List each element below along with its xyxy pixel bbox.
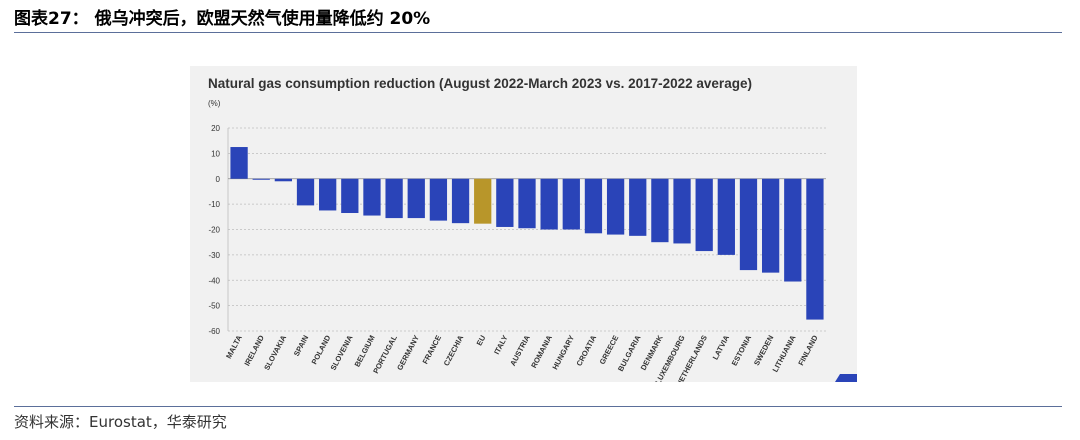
bar-netherlands	[695, 178, 713, 252]
bar-bulgaria	[629, 178, 647, 236]
x-tick-label: ESTONIA	[730, 333, 754, 367]
bar-spain	[296, 178, 315, 206]
chart-title: Natural gas consumption reduction (Augus…	[208, 76, 752, 91]
bar-finland	[806, 178, 824, 320]
bar-ireland	[252, 178, 270, 180]
y-tick-label: -60	[208, 327, 220, 336]
x-tick-label: ITALY	[492, 334, 510, 356]
title-divider	[14, 32, 1062, 33]
bar-estonia	[739, 178, 758, 271]
corner-marker	[835, 374, 857, 382]
y-tick-label: 0	[216, 175, 221, 184]
bar-belgium	[363, 178, 381, 216]
bar-romania	[540, 178, 558, 230]
source-note: 资料来源：Eurostat，华泰研究	[14, 413, 227, 431]
bar-eu	[474, 178, 492, 224]
y-tick-label: -50	[208, 302, 220, 311]
x-tick-label: ROMANIA	[529, 333, 554, 369]
bar-croatia	[584, 178, 603, 234]
chart-panel: Natural gas consumption reduction (Augus…	[190, 66, 857, 382]
bar-slovenia	[341, 178, 359, 214]
x-tick-label: POLAND	[310, 333, 333, 366]
y-tick-label: -20	[208, 226, 220, 235]
bar-italy	[496, 178, 514, 227]
bar-hungary	[562, 178, 580, 230]
x-tick-label: HUNGARY	[550, 334, 576, 371]
x-tick-label: CZECHIA	[442, 333, 466, 367]
y-tick-label: -40	[208, 276, 220, 285]
bar-latvia	[717, 178, 735, 255]
x-tick-label: LATVIA	[711, 333, 732, 361]
x-tick-label: MALTA	[224, 333, 244, 360]
x-tick-label: SWEDEN	[752, 334, 775, 367]
bar-slovakia	[274, 178, 293, 182]
bar-lithuania	[784, 178, 802, 282]
x-tick-label: SLOVAKIA	[262, 333, 288, 371]
y-tick-label: 10	[211, 149, 220, 158]
x-tick-label: BELGIUM	[353, 334, 377, 369]
figure-title: 图表27： 俄乌冲突后，欧盟天然气使用量降低约 20%	[14, 9, 431, 29]
y-axis-unit-label: (%)	[208, 99, 221, 108]
bar-malta	[230, 147, 248, 179]
bar-greece	[606, 178, 625, 235]
y-tick-label: -10	[208, 200, 220, 209]
source-divider	[14, 406, 1062, 407]
bar-denmark	[651, 178, 669, 243]
bar-austria	[518, 178, 536, 229]
bar-czechia	[451, 178, 470, 224]
bar-sweden	[761, 178, 780, 273]
bars	[230, 147, 824, 320]
x-tick-label: EU	[475, 334, 488, 347]
y-tick-label: 20	[211, 124, 220, 133]
x-tick-label: SLOVENIA	[329, 333, 355, 372]
y-tick-labels: 20 10 0 -10 -20 -30 -40 -50 -60	[208, 124, 220, 336]
x-tick-label: FINLAND	[796, 333, 820, 367]
bar-france	[429, 178, 448, 221]
x-tick-label: CROATIA	[574, 333, 598, 367]
bar-portugal	[385, 178, 403, 219]
x-tick-label: GREECE	[598, 334, 621, 366]
grid-lines	[227, 127, 826, 332]
x-tick-label: SPAIN	[292, 334, 310, 358]
bar-poland	[319, 178, 337, 211]
bar-luxembourg	[673, 178, 691, 244]
x-tick-label: FRANCE	[421, 334, 444, 366]
bar-germany	[407, 178, 425, 219]
x-tick-label: GERMANY	[395, 334, 421, 372]
y-tick-label: -30	[208, 251, 220, 260]
x-tick-label: LITHUANIA	[771, 333, 798, 373]
x-tick-label: AUSTRIA	[508, 333, 532, 367]
x-tick-label: IRELAND	[242, 333, 266, 367]
